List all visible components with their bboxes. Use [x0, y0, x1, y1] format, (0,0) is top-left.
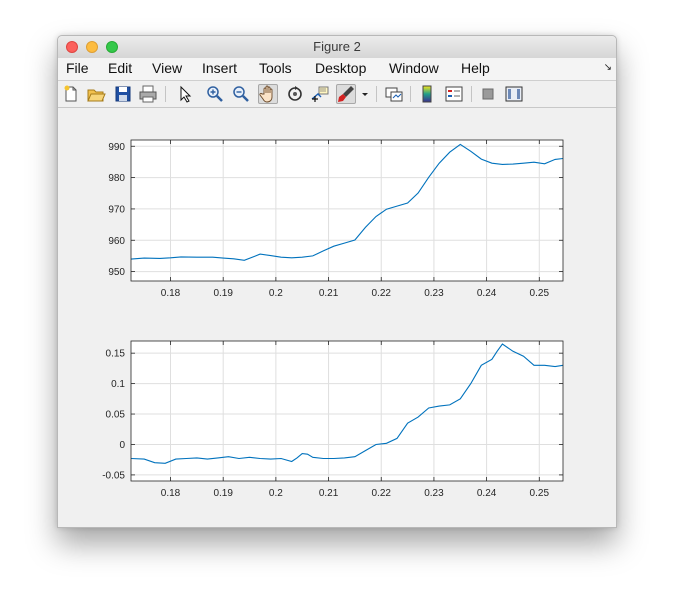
- select-arrow-icon[interactable]: [175, 84, 195, 104]
- zoom-out-icon[interactable]: [231, 84, 251, 104]
- print-icon[interactable]: [138, 84, 158, 104]
- minimize-window-button[interactable]: [86, 41, 98, 53]
- menu-desktop[interactable]: Desktop: [315, 60, 367, 76]
- x-tick-label: 0.2: [269, 288, 283, 299]
- x-tick-label: 0.19: [213, 488, 233, 499]
- axes-background: [131, 341, 563, 481]
- new-figure-icon[interactable]: [61, 84, 81, 104]
- data-cursor-icon[interactable]: [310, 84, 330, 104]
- y-tick-label: 0.1: [111, 379, 125, 390]
- x-tick-label: 0.22: [372, 288, 392, 299]
- x-tick-label: 0.24: [477, 488, 497, 499]
- brush-icon[interactable]: [336, 84, 356, 104]
- link-plot-icon[interactable]: [384, 84, 404, 104]
- pan-hand-icon[interactable]: [258, 84, 278, 104]
- zoom-window-button[interactable]: [106, 41, 118, 53]
- brush-dropdown-icon[interactable]: [359, 84, 371, 104]
- x-tick-label: 0.2: [269, 488, 283, 499]
- menu-tools[interactable]: Tools: [259, 60, 292, 76]
- show-plot-tools-icon[interactable]: [504, 84, 524, 104]
- y-tick-label: 970: [108, 204, 125, 215]
- x-tick-label: 0.25: [530, 288, 550, 299]
- open-file-icon[interactable]: [86, 84, 106, 104]
- window-title: Figure 2: [313, 39, 361, 54]
- menu-file[interactable]: File: [66, 60, 89, 76]
- x-tick-label: 0.19: [213, 288, 233, 299]
- dock-arrow-icon[interactable]: ↘: [603, 62, 612, 73]
- hide-plot-tools-icon[interactable]: [478, 84, 498, 104]
- colorbar-icon[interactable]: [417, 84, 437, 104]
- x-tick-label: 0.18: [161, 288, 181, 299]
- menu-view[interactable]: View: [152, 60, 183, 76]
- menu-edit[interactable]: Edit: [108, 60, 133, 76]
- toolbar-separator: [165, 86, 166, 102]
- menu-insert[interactable]: Insert: [202, 60, 238, 76]
- x-tick-label: 0.24: [477, 288, 497, 299]
- y-tick-label: 990: [108, 142, 125, 153]
- x-tick-label: 0.23: [424, 288, 444, 299]
- legend-icon[interactable]: [444, 84, 464, 104]
- axes-frame: [130, 340, 564, 482]
- toolbar-separator: [471, 86, 472, 102]
- y-tick-label: 0: [119, 440, 125, 451]
- zoom-in-icon[interactable]: [205, 84, 225, 104]
- x-tick-label: 0.25: [530, 488, 550, 499]
- y-tick-label: 0.15: [106, 349, 126, 360]
- axes-bottom[interactable]: 0.18 0.19 0.2 0.21 0.22 0.23 0.24 0.25 -0.05 0 0.0…: [102, 340, 564, 499]
- y-tick-label: 960: [108, 236, 125, 247]
- save-icon[interactable]: [113, 84, 133, 104]
- y-tick-label: 950: [108, 267, 125, 278]
- menu-help[interactable]: Help: [461, 60, 490, 76]
- axes-background: [131, 140, 563, 281]
- x-tick-label: 0.22: [372, 488, 392, 499]
- series-line: [130, 143, 564, 261]
- axes-top[interactable]: 0.18 0.19 0.2 0.21 0.22 0.23 0.24 0.25 950 960 970…: [108, 139, 564, 299]
- y-tick-label: -0.05: [102, 470, 125, 481]
- menu-bar: File Edit View Insert Tools Desktop Wind…: [58, 58, 616, 81]
- figure-toolbar: [58, 81, 616, 108]
- toolbar-separator: [376, 86, 377, 102]
- menu-window[interactable]: Window: [389, 60, 439, 76]
- x-tick-label: 0.23: [424, 488, 444, 499]
- axes-frame: [130, 139, 564, 282]
- x-tick-label: 0.21: [319, 488, 339, 499]
- x-tick-label: 0.18: [161, 488, 181, 499]
- y-tick-label: 980: [108, 173, 125, 184]
- toolbar-separator: [410, 86, 411, 102]
- y-tick-label: 0.05: [106, 410, 126, 421]
- rotate-3d-icon[interactable]: [285, 84, 305, 104]
- close-window-button[interactable]: [66, 41, 78, 53]
- series-line: [130, 343, 564, 464]
- x-tick-label: 0.21: [319, 288, 339, 299]
